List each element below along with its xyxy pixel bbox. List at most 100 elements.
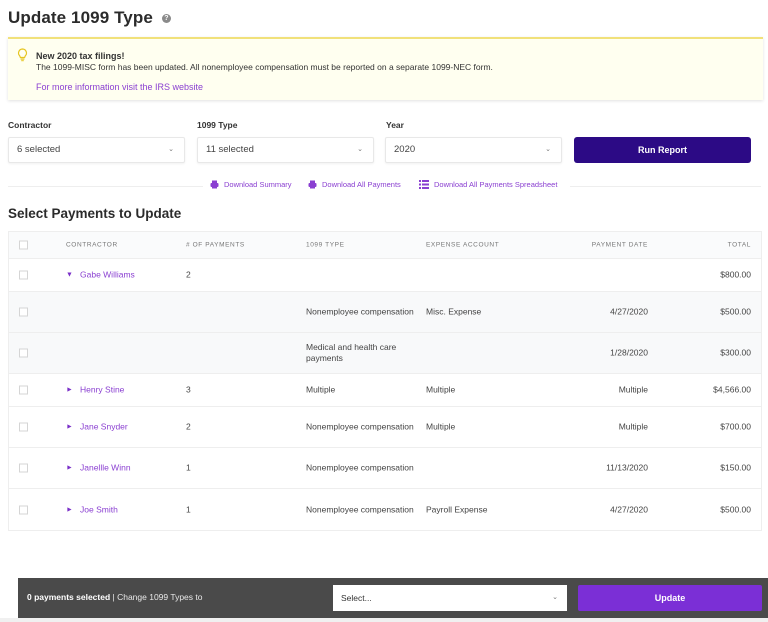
payment-count: 1 [186,504,191,514]
help-icon[interactable]: ? [161,13,171,23]
year-select[interactable]: 2020 ⌄ [385,137,562,163]
notice-body: The 1099-MISC form has been updated. All… [36,62,493,72]
row-checkbox[interactable] [19,505,28,514]
download-summary-link[interactable]: Download Summary [210,180,292,189]
table-row[interactable]: ► Janellle Winn 1 Nonemployee compensatio… [9,448,761,489]
download-spreadsheet-link[interactable]: Download All Payments Spreadsheet [419,180,557,189]
collapse-triangle-icon[interactable]: ▼ [66,271,73,279]
update-button[interactable]: Update [578,585,762,611]
row-checkbox[interactable] [19,307,28,317]
tax-notice-banner: New 2020 tax filings! The 1099-MISC form… [8,37,763,100]
printer-icon [210,180,219,189]
expand-triangle-icon[interactable]: ► [66,506,73,513]
expense-account: Multiple [426,421,456,432]
row-checkbox[interactable] [19,422,28,432]
payment-date: 11/13/2020 [606,462,648,473]
year-label: Year [386,120,404,130]
printer-icon [308,180,317,189]
payment-count: 1 [186,462,191,473]
payment-date: 1/28/2020 [610,347,648,358]
payment-type: Nonemployee compensation [306,462,414,473]
notice-title: New 2020 tax filings! [36,51,125,61]
chevron-down-icon: ⌄ [357,146,363,153]
change-types-text: | Change 1099 Types to [110,592,203,602]
row-checkbox[interactable] [19,270,28,280]
table-row[interactable]: ► Joe Smith 1 Nonemployee compensation Pa… [9,489,761,530]
run-report-button[interactable]: Run Report [574,137,751,163]
contractor-link[interactable]: ► Jane Snyder [66,421,128,432]
type-label: 1099 Type [197,120,238,130]
header-date[interactable]: PAYMENT DATE [591,241,648,249]
row-checkbox[interactable] [19,463,28,473]
header-contractor[interactable]: CONTRACTOR [66,241,118,249]
section-title: Select Payments to Update [8,206,182,221]
payment-type: Medical and health care payments [306,342,397,363]
chevron-down-icon: ⌄ [545,146,551,153]
payment-date: 4/27/2020 [610,306,648,317]
new-type-select[interactable]: Select... ⌄ [333,585,567,611]
payment-total: $300.00 [720,347,751,358]
payment-date: Multiple [618,421,648,432]
divider [8,186,203,187]
header-total[interactable]: TOTAL [727,241,751,249]
divider [570,186,761,187]
header-expense[interactable]: EXPENSE ACCOUNT [426,241,500,249]
payment-count: 2 [186,269,191,280]
payment-date: 4/27/2020 [610,504,648,514]
header-type[interactable]: 1099 TYPE [306,241,345,249]
year-select-value: 2020 [394,144,416,155]
expand-triangle-icon[interactable]: ► [66,386,73,394]
footer-strip [0,618,768,622]
row-checkbox[interactable] [19,348,28,358]
table-row[interactable]: ► Henry Stine 3 Multiple Multiple Multipl… [9,374,761,407]
payment-total: $4,566.00 [713,384,751,395]
list-icon [419,180,429,189]
payment-type: Nonemployee compensation [306,504,414,514]
type-select[interactable]: 11 selected ⌄ [197,137,374,163]
table-row[interactable]: ▼ Gabe Williams 2 $800.00 [9,259,761,292]
download-all-payments-label: Download All Payments [322,180,401,189]
table-header-row: CONTRACTOR # OF PAYMENTS 1099 TYPE EXPEN… [9,232,761,259]
expand-triangle-icon[interactable]: ► [66,464,73,472]
payment-type: Multiple [306,384,336,395]
contractor-link[interactable]: ► Joe Smith [66,504,118,514]
contractor-link[interactable]: ▼ Gabe Williams [66,269,135,280]
selected-count: 0 payments selected [27,592,111,602]
payment-total: $700.00 [720,421,751,432]
header-count[interactable]: # OF PAYMENTS [186,241,245,249]
page-title: Update 1099 Type [8,8,153,27]
bulk-action-bar: 0 payments selected | Change 1099 Types … [18,578,768,618]
payment-total: $500.00 [720,504,751,514]
irs-website-link[interactable]: For more information visit the IRS websi… [36,82,204,92]
contractor-label: Contractor [8,120,52,130]
expense-account: Multiple [426,384,456,395]
payment-type: Nonemployee compensation [306,306,414,317]
download-spreadsheet-label: Download All Payments Spreadsheet [434,180,558,189]
type-select-value: 11 selected [206,144,254,155]
table-row[interactable]: Nonemployee compensation Misc. Expense 4… [9,292,761,333]
table-row[interactable]: Medical and health care payments 1/28/20… [9,333,761,374]
contractor-link[interactable]: ► Janellle Winn [66,462,131,473]
lightbulb-icon [17,48,28,67]
selection-summary: 0 payments selected | Change 1099 Types … [27,592,202,602]
payment-count: 2 [186,421,191,432]
contractor-link[interactable]: ► Henry Stine [66,384,125,395]
contractor-select[interactable]: 6 selected ⌄ [8,137,185,163]
payment-total: $500.00 [720,306,751,317]
download-summary-label: Download Summary [224,180,292,189]
payment-count: 3 [186,384,191,395]
payments-table: CONTRACTOR # OF PAYMENTS 1099 TYPE EXPEN… [8,231,762,531]
download-all-payments-link[interactable]: Download All Payments [308,180,401,189]
new-type-select-value: Select... [341,593,372,603]
row-checkbox[interactable] [19,385,28,395]
contractor-select-value: 6 selected [17,144,61,155]
table-row[interactable]: ► Jane Snyder 2 Nonemployee compensation … [9,407,761,448]
chevron-down-icon: ⌄ [552,594,558,601]
page-header: Update 1099 Type ? [8,8,171,28]
payment-total: $150.00 [720,462,751,473]
payment-date: Multiple [618,384,648,395]
select-all-checkbox[interactable] [19,240,28,250]
chevron-down-icon: ⌄ [168,146,174,153]
expand-triangle-icon[interactable]: ► [66,423,73,431]
expense-account: Misc. Expense [426,306,482,317]
